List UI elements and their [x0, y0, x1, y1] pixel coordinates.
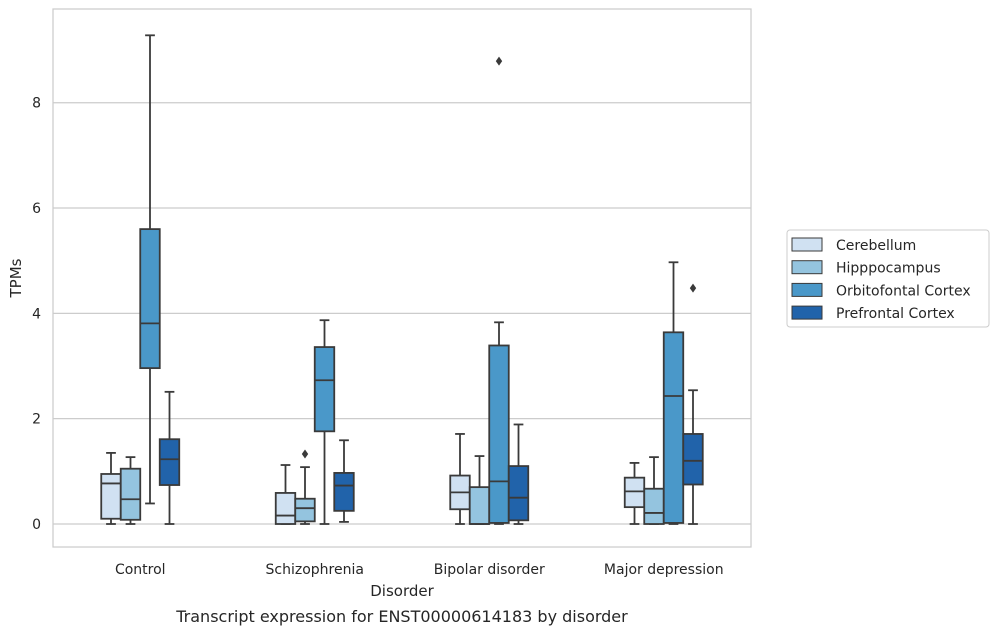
legend-label: Prefrontal Cortex [836, 306, 955, 322]
box-3-3 [682, 283, 704, 525]
y-axis-label: TPMs [7, 258, 25, 298]
box-iqr [139, 228, 161, 370]
x-tick-label: Control [115, 562, 166, 578]
box-iqr [662, 331, 685, 524]
legend-label: Cerebellum [836, 238, 916, 254]
chart-caption: Transcript expression for ENST0000061418… [175, 607, 628, 626]
y-tick-label: 0 [32, 517, 41, 533]
y-tick-label: 4 [32, 306, 41, 322]
legend-frame [786, 229, 990, 328]
box-0-1 [119, 456, 142, 525]
y-tick-label: 8 [32, 96, 41, 112]
box-1-1 [294, 449, 316, 525]
x-tick-labels: Control Schizophrenia Bipolar disorder Majo… [115, 562, 724, 578]
x-tick-label: Bipolar disorder [434, 562, 545, 578]
box-iqr [682, 433, 704, 486]
box-0-0 [100, 452, 122, 525]
box-2-1 [468, 455, 491, 525]
box-1-2 [313, 319, 336, 525]
legend-swatch [791, 305, 823, 320]
legend-label: Hipppocampus [836, 261, 941, 277]
box-0-2 [139, 34, 161, 505]
box-groups [100, 34, 704, 525]
y-tick-label: 2 [32, 412, 41, 428]
box-iqr [313, 346, 336, 433]
box-iqr [468, 486, 491, 525]
box-2-3 [507, 423, 530, 525]
legend-swatch [791, 260, 823, 275]
box-2-2 [488, 56, 510, 525]
legend: Cerebellum Hipppocampus Orbitofontal Corte… [786, 229, 990, 328]
box-3-2 [662, 261, 685, 525]
legend-label: Orbitofontal Cortex [836, 283, 971, 299]
box-iqr [158, 438, 181, 486]
box-iqr [274, 492, 297, 525]
outlier-marker [689, 283, 697, 293]
x-tick-label: Schizophrenia [266, 562, 364, 578]
box-iqr [643, 487, 665, 525]
box-iqr [100, 473, 122, 520]
y-tick-label: 6 [32, 201, 41, 217]
legend-swatch [791, 282, 823, 297]
box-iqr [507, 465, 530, 522]
x-axis-label: Disorder [370, 582, 434, 600]
box-iqr [333, 472, 355, 512]
legend-swatch [791, 237, 823, 252]
plot-frame [52, 8, 752, 548]
outlier-marker [301, 449, 309, 459]
box-iqr [488, 344, 510, 524]
y-tick-labels: 0 2 4 6 8 [32, 96, 41, 533]
box-iqr [119, 467, 142, 521]
x-tick-label: Major depression [604, 562, 724, 578]
box-iqr [294, 497, 316, 523]
box-0-3 [158, 390, 181, 525]
box-3-0 [623, 462, 646, 525]
box-1-3 [333, 439, 355, 523]
box-iqr [623, 476, 646, 509]
box-2-0 [449, 433, 471, 525]
outlier-marker [495, 56, 503, 66]
